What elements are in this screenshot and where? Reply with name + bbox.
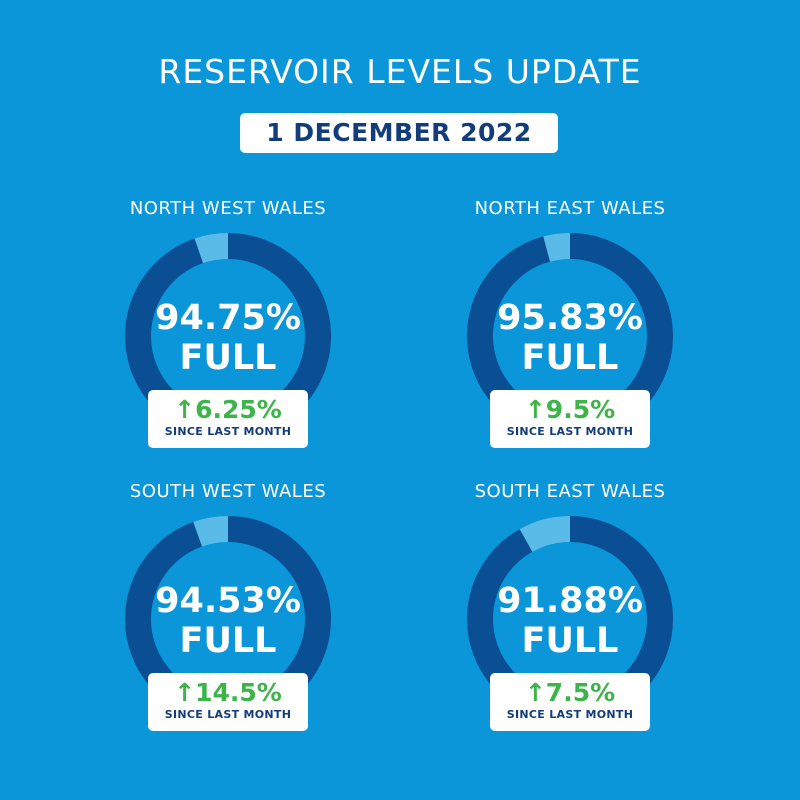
arrow-up-icon: ↑	[524, 678, 546, 707]
region-card: SOUTH WEST WALES 94.53% FULL ↑14.5% SINC…	[78, 481, 378, 731]
change-value: 14.5%	[195, 678, 282, 707]
region-name: SOUTH EAST WALES	[474, 481, 666, 502]
arrow-up-icon: ↑	[174, 395, 196, 424]
full-label: FULL	[179, 338, 277, 378]
arrow-up-icon: ↑	[174, 678, 196, 707]
region-name: NORTH EAST WALES	[474, 198, 666, 219]
change-box: ↑6.25% SINCE LAST MONTH	[148, 390, 308, 448]
level-readout: 91.88% FULL	[420, 581, 720, 661]
since-label: SINCE LAST MONTH	[506, 425, 634, 438]
since-label: SINCE LAST MONTH	[164, 425, 292, 438]
level-value: 94.53%	[155, 581, 301, 621]
change-value: 9.5%	[545, 395, 616, 424]
level-readout: 95.83% FULL	[420, 298, 720, 378]
full-label: FULL	[179, 621, 277, 661]
level-value: 95.83%	[497, 298, 643, 338]
level-readout: 94.75% FULL	[78, 298, 378, 378]
change-value: 6.25%	[195, 395, 282, 424]
change-box: ↑7.5% SINCE LAST MONTH	[490, 673, 650, 731]
date-badge: 1 DECEMBER 2022	[240, 113, 558, 153]
empty-arc	[193, 516, 229, 547]
page-title: RESERVOIR LEVELS UPDATE	[158, 52, 642, 91]
since-label: SINCE LAST MONTH	[506, 708, 634, 721]
region-name: SOUTH WEST WALES	[129, 481, 327, 502]
empty-arc	[543, 233, 571, 262]
region-card: SOUTH EAST WALES 91.88% FULL ↑7.5% SINCE…	[420, 481, 720, 731]
level-value: 94.75%	[155, 298, 301, 338]
region-card: NORTH EAST WALES 95.83% FULL ↑9.5% SINCE…	[420, 198, 720, 448]
since-label: SINCE LAST MONTH	[164, 708, 292, 721]
full-label: FULL	[521, 338, 619, 378]
empty-arc	[519, 516, 571, 553]
change-box: ↑14.5% SINCE LAST MONTH	[148, 673, 308, 731]
full-label: FULL	[521, 621, 619, 661]
region-name: NORTH WEST WALES	[129, 198, 327, 219]
arrow-up-icon: ↑	[524, 395, 546, 424]
region-card: NORTH WEST WALES 94.75% FULL ↑6.25% SINC…	[78, 198, 378, 448]
empty-arc	[194, 233, 229, 264]
level-value: 91.88%	[497, 581, 643, 621]
change-box: ↑9.5% SINCE LAST MONTH	[490, 390, 650, 448]
level-readout: 94.53% FULL	[78, 581, 378, 661]
change-value: 7.5%	[545, 678, 616, 707]
